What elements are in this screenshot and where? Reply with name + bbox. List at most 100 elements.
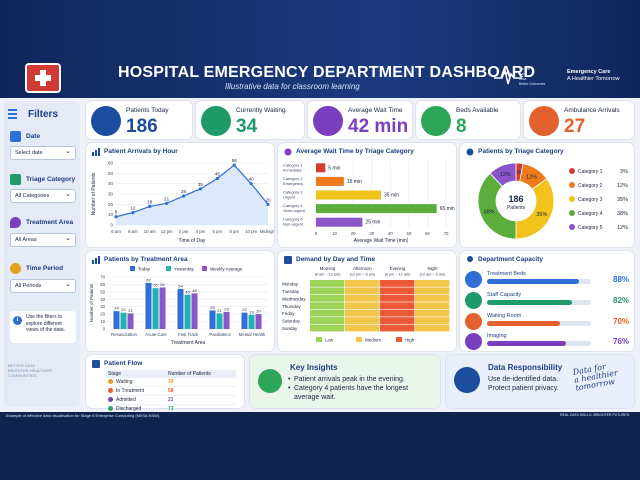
bar: [216, 313, 223, 329]
footer-tagline: REAL DATA SKILLS. BRIGHTER FUTURES.: [560, 413, 630, 417]
triage-select[interactable]: All Categories: [10, 189, 76, 203]
y-tick-label: 60: [100, 282, 105, 287]
legend-swatch: [569, 210, 575, 216]
clock-icon: [201, 106, 231, 136]
legend-swatch: [166, 266, 171, 271]
category-sublabel: Semi-urgent: [283, 208, 306, 213]
triage-label: Triage Category: [26, 176, 76, 183]
wait-chart-title: Average Wait Time by Triage Category: [296, 148, 414, 155]
heatmap-cell: [345, 302, 380, 310]
category-sublabel: Urgent: [283, 195, 296, 200]
capacity-fill: [487, 279, 579, 284]
x-tick-label: Midnight: [260, 229, 274, 234]
kpi-card-beds-available: Beds Available 8: [416, 101, 520, 139]
legend-value: 12%: [617, 183, 628, 189]
column-header: Stage: [106, 370, 166, 378]
row-label: Sunday: [282, 326, 298, 331]
x-tick-label: Mental Health: [239, 332, 266, 337]
x-tick-label: Paediatrics: [209, 332, 230, 337]
stage-cell: Admitted: [106, 395, 166, 405]
table-row: In Treatment 58: [106, 386, 236, 396]
arrivals-line-chart: 0 10 20 30 40 50 60 8 6 am 12 8 am 18 10 am 21 12 pm 28…: [91, 158, 274, 244]
legend-label: Yesterday: [174, 267, 195, 272]
column-sublabel: (12 am – 6 am): [420, 273, 446, 277]
clock-icon: [10, 263, 21, 274]
category-label: Category 2: [283, 176, 303, 181]
key-insights-card: Key Insights Patient arrivals peak in th…: [250, 355, 440, 408]
tagline-line: People: [519, 67, 530, 71]
data-label: 21: [128, 308, 133, 313]
data-label: 22: [121, 307, 126, 312]
capacity-card: Department Capacity Treatment Beds 88% S…: [460, 251, 634, 351]
heatmap-cell: [415, 324, 450, 332]
category-sublabel: Immediate: [283, 167, 302, 172]
row-label: Tuesday: [282, 289, 300, 294]
chart-icon: [92, 148, 100, 156]
legend-swatch: [316, 337, 322, 342]
kpi-label: Average Wait Time: [348, 107, 403, 114]
heatmap-card: Demand by Day and Time Morning (6 am – 12…: [278, 251, 456, 351]
bar: [120, 312, 127, 329]
data-point: [165, 201, 169, 205]
data-label: 19: [249, 309, 254, 314]
page-subtitle: Illustrative data for classroom learning: [225, 82, 360, 91]
data-label: 12: [130, 206, 136, 211]
tagline-line: Data: [519, 77, 527, 81]
heatmap-cell: [345, 317, 380, 324]
heatmap-cell: [345, 294, 380, 302]
treatment-bar-chart: 0 10 20 30 40 50 60 70 Today Yesterday Weekly Aver…: [89, 266, 268, 346]
flow-icon: [92, 360, 100, 368]
key-insights-title: Key Insights: [290, 363, 338, 372]
data-point: [249, 182, 253, 186]
kpi-value: 42 min: [348, 116, 409, 137]
calendar-icon: [10, 131, 21, 142]
column-label: Afternoon: [353, 266, 372, 271]
data-label: 8: [115, 210, 118, 215]
header-tagline: People Care Data Better Outcomes: [519, 67, 559, 87]
data-responsibility-title: Data Responsibility: [488, 363, 563, 372]
x-tick-label: 20: [351, 231, 356, 236]
treatment-chart-title: Patients by Treatment Area: [104, 256, 188, 263]
bar: [316, 190, 381, 200]
bar: [255, 314, 262, 329]
data-point: [232, 163, 236, 167]
y-tick-label: 0: [103, 327, 106, 332]
column-sublabel: (12 pm – 6 pm): [350, 273, 376, 277]
legend-swatch: [130, 266, 135, 271]
heatmap-cell: [415, 309, 450, 317]
legend-label: Weekly Average: [210, 267, 243, 272]
stage-label: Discharged: [116, 406, 142, 412]
y-tick-label: 50: [100, 289, 105, 294]
x-tick-label: Acute Care: [145, 332, 167, 337]
insight-item: Category 4 patients have the longest ave…: [288, 384, 434, 402]
heatmap-cell: [345, 324, 380, 332]
category-label: Category 4: [283, 203, 303, 208]
kpi-value: 27: [564, 116, 586, 137]
data-label: 22: [242, 307, 247, 312]
y-tick-label: 40: [108, 181, 114, 186]
capacity-row: Waiting Room 70%: [465, 313, 629, 331]
ambulance-icon: [529, 106, 559, 136]
heatmap-cell: [310, 302, 345, 310]
capacity-track: [487, 341, 591, 346]
period-select[interactable]: All Periods: [10, 279, 76, 293]
y-tick-label: 30: [100, 304, 105, 309]
kpi-label: Beds Available: [456, 107, 499, 114]
data-label: 62: [146, 277, 151, 282]
bar: [241, 312, 248, 329]
data-point: [148, 204, 152, 208]
chart-icon: [92, 256, 100, 264]
header-brand: Emergency Care A Healthier Tomorrow: [567, 69, 619, 83]
heatmap-cell: [415, 294, 450, 302]
area-select[interactable]: All Areas: [10, 233, 76, 247]
series-line: [115, 164, 269, 218]
data-label: 58: [232, 158, 238, 163]
date-select[interactable]: Select date: [10, 146, 76, 160]
slice-label: 38%: [484, 210, 495, 216]
bar: [184, 294, 191, 329]
table-row: Waiting 34: [106, 378, 236, 387]
pie-slice: [489, 162, 517, 187]
bar: [159, 287, 166, 329]
y-axis-label: Number of Patients: [91, 172, 97, 215]
